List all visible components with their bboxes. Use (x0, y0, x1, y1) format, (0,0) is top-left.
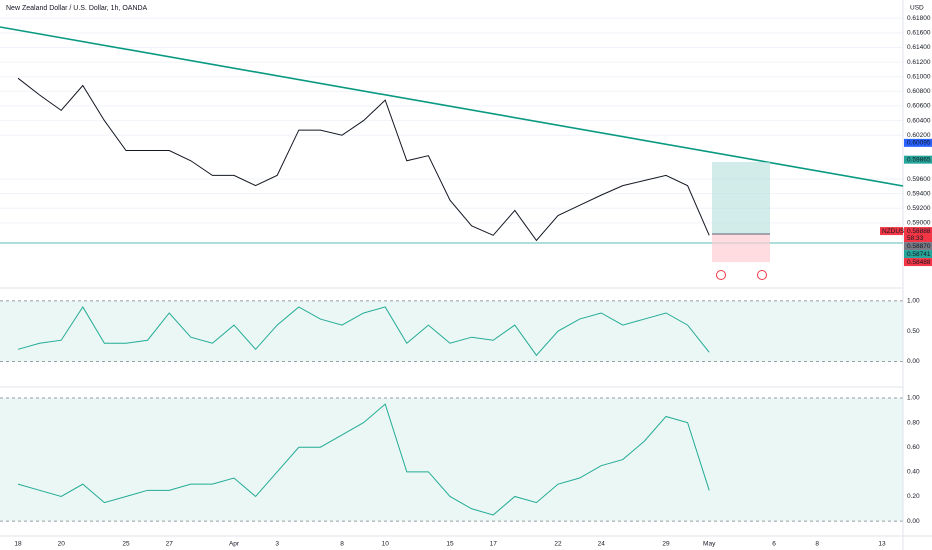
price-tag-bg (904, 138, 932, 147)
y-tick-label: 0.61800 (907, 15, 931, 22)
x-tick-label: 22 (554, 541, 562, 548)
price-line (17, 305, 710, 357)
price-tag-bg (904, 227, 932, 243)
y-tick-label: 0.59200 (907, 205, 931, 212)
y-tick-label: 0.61600 (907, 30, 931, 37)
y-tick-label: 0.60200 (907, 132, 931, 139)
long-position-stop (712, 234, 770, 262)
long-position-target (712, 162, 770, 234)
chart-title: New Zealand Dollar / U.S. Dollar, 1h, OA… (6, 5, 148, 12)
band-fill (0, 300, 903, 362)
event-icon[interactable] (757, 270, 767, 280)
price-tag-bg (904, 250, 932, 259)
currency-label: USD (910, 5, 924, 12)
x-tick-label: 3 (275, 541, 279, 548)
y-tick-label: 0.20 (907, 493, 920, 500)
y-tick-label: 1.00 (907, 395, 920, 402)
x-tick-label: 17 (490, 541, 498, 548)
x-tick-label: 8 (340, 541, 344, 548)
symbol-tag-bg (880, 227, 903, 236)
price-tag: 0.58488 (907, 259, 931, 266)
y-tick-label: 0.59600 (907, 176, 931, 183)
x-tick-label: 25 (122, 541, 130, 548)
price-tag-bg (904, 155, 932, 164)
y-tick-label: 0.00 (907, 358, 920, 365)
price-tag: 0.58870 (907, 243, 931, 250)
y-tick-label: 1.00 (907, 298, 920, 305)
y-tick-label: 0.59000 (907, 220, 931, 227)
price-tag-bg (904, 258, 932, 267)
y-tick-label: 0.59400 (907, 190, 931, 197)
y-tick-label: 0.50 (907, 328, 920, 335)
price-line (17, 77, 710, 242)
x-tick-label: 8 (815, 541, 819, 548)
y-tick-label: 0.80 (907, 419, 920, 426)
band-fill (0, 398, 903, 522)
x-tick-label: 29 (662, 541, 670, 548)
y-tick-label: 0.40 (907, 469, 920, 476)
x-tick-label: 18 (14, 541, 22, 548)
y-tick-label: 0.61000 (907, 73, 931, 80)
x-tick-label: Apr (229, 541, 240, 548)
price-tag-bg (904, 242, 932, 251)
y-tick-label: 0.00 (907, 518, 920, 525)
y-tick-label: 0.60600 (907, 103, 931, 110)
y-tick-label: 0.60800 (907, 88, 931, 95)
price-tag: 0.58741 (907, 251, 931, 258)
trend-line (0, 26, 904, 187)
event-icon[interactable] (716, 270, 726, 280)
x-tick-label: 6 (772, 541, 776, 548)
y-tick-label: 0.60 (907, 444, 920, 451)
x-tick-label: 15 (446, 541, 454, 548)
symbol-tag: NZDUSD (882, 228, 909, 235)
x-tick-label: 13 (878, 541, 886, 548)
countdown: 58:33 (907, 235, 924, 242)
x-tick-label: May (703, 541, 716, 548)
x-tick-label: 24 (598, 541, 606, 548)
price-line (17, 403, 710, 516)
y-tick-label: 0.60400 (907, 117, 931, 124)
x-tick-label: 20 (58, 541, 66, 548)
y-tick-label: 0.61400 (907, 44, 931, 51)
price-tag: 0.60095 (907, 140, 931, 147)
price-tag: 0.59865 (907, 156, 931, 163)
y-tick-label: 0.61200 (907, 59, 931, 66)
x-tick-label: 27 (166, 541, 174, 548)
x-tick-label: 10 (382, 541, 390, 548)
price-tag: 0.58888 (907, 228, 931, 235)
